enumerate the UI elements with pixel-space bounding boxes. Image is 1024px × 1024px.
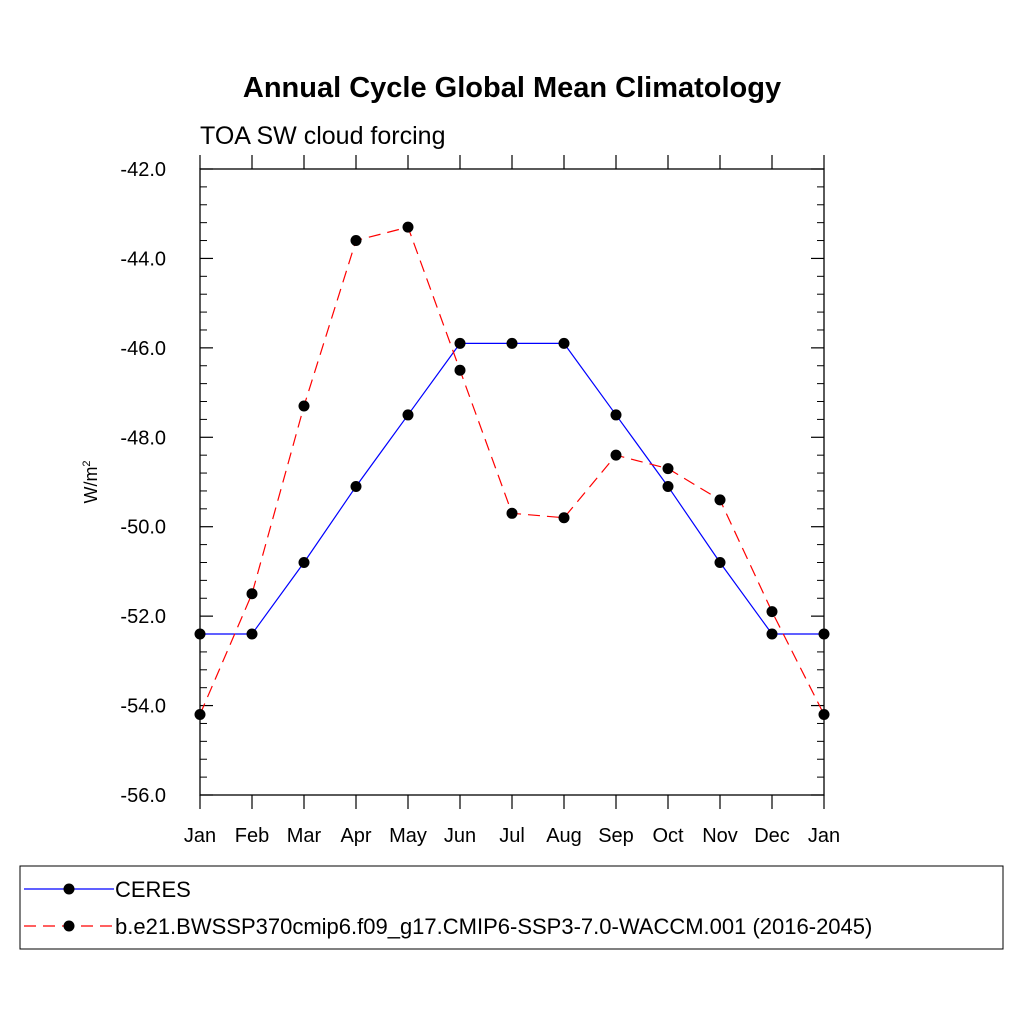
data-point: [610, 449, 622, 461]
legend-marker: [63, 883, 75, 895]
x-tick-labels: Jan Feb Mar Apr May Jun Jul Aug Sep Oct Nov Dec Jan: [184, 825, 840, 847]
data-point: [766, 628, 778, 640]
x-tick-label: Apr: [340, 825, 371, 847]
data-point: [402, 409, 414, 421]
x-tick-label: Feb: [235, 825, 269, 847]
y-axis-label-unit: W/m: [81, 467, 101, 504]
data-point: [246, 628, 258, 640]
data-point: [506, 507, 518, 519]
plot-frame: [199, 168, 825, 796]
y-tick-labels: -42.0 -44.0 -46.0 -48.0 -50.0 -52.0 -54.0 -56.0: [120, 159, 166, 807]
y-tick-label: -42.0: [120, 159, 166, 181]
y-tick-label: -54.0: [120, 696, 166, 718]
y-tick-label: -56.0: [120, 785, 166, 807]
x-tick-label: Jul: [499, 825, 525, 847]
x-tick-label: Mar: [287, 825, 322, 847]
data-point: [402, 221, 414, 233]
data-point: [454, 337, 466, 349]
legend-box: [19, 865, 1004, 950]
legend-marker: [63, 920, 75, 932]
data-point: [298, 556, 310, 568]
axis-ticks: [199, 155, 825, 809]
y-tick-label: -48.0: [120, 427, 166, 449]
data-point: [506, 337, 518, 349]
data-point: [558, 337, 570, 349]
data-point: [558, 512, 570, 524]
y-axis-label-exponent: 2: [81, 460, 93, 466]
series-1: [194, 337, 830, 640]
y-tick-label: -44.0: [120, 248, 166, 270]
y-axis-label: W/m2: [81, 460, 101, 503]
x-tick-label: Nov: [702, 825, 738, 847]
chart-subtitle: TOA SW cloud forcing: [200, 122, 445, 150]
plot-series: [194, 221, 830, 721]
series-2: [194, 221, 830, 721]
data-point: [298, 400, 310, 412]
series-line: [200, 342, 824, 635]
legend: CERES b.e21.BWSSP370cmip6.f09_g17.CMIP6-S…: [24, 877, 872, 939]
x-tick-label: Aug: [546, 825, 582, 847]
data-point: [662, 463, 674, 475]
series-line: [199, 226, 825, 715]
x-tick-label: Oct: [652, 825, 684, 847]
legend-label: CERES: [115, 877, 191, 902]
data-point: [350, 235, 362, 247]
data-point: [714, 494, 726, 506]
x-tick-label: Jun: [444, 825, 476, 847]
data-point: [766, 606, 778, 618]
data-point: [610, 409, 622, 421]
legend-label: b.e21.BWSSP370cmip6.f09_g17.CMIP6-SSP3-7…: [115, 914, 872, 939]
x-tick-label: Jan: [184, 825, 216, 847]
x-tick-label: May: [389, 825, 427, 847]
x-tick-label: Dec: [754, 825, 790, 847]
y-tick-label: -50.0: [120, 517, 166, 539]
data-point: [714, 556, 726, 568]
data-point: [662, 480, 674, 492]
y-tick-label: -52.0: [120, 606, 166, 628]
data-point: [246, 588, 258, 600]
data-point: [350, 480, 362, 492]
x-tick-label: Sep: [598, 825, 634, 847]
y-tick-label: -46.0: [120, 338, 166, 360]
chart-title: Annual Cycle Global Mean Climatology: [243, 72, 781, 104]
data-point: [454, 364, 466, 376]
x-tick-label: Jan: [808, 825, 840, 847]
